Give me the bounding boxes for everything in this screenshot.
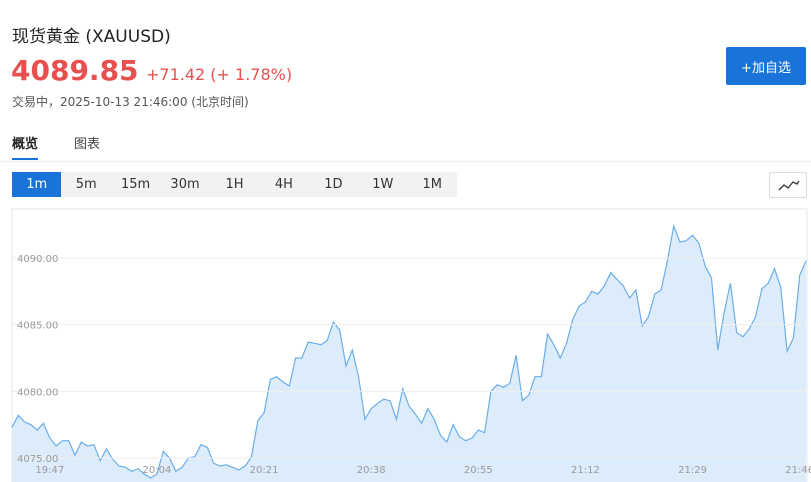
tabs: 概览 图表	[12, 133, 100, 160]
area	[12, 226, 806, 482]
y-tick-label: 4075.00	[17, 454, 58, 465]
y-tick-label: 4090.00	[17, 254, 58, 265]
timeframe-button[interactable]: 1m	[12, 172, 62, 197]
x-tick-label: 19:47	[35, 465, 64, 476]
price: 4089.85	[11, 54, 139, 87]
x-tick-label: 20:38	[357, 465, 386, 476]
timeframe-button[interactable]: 1D	[324, 177, 343, 192]
timeframe-button[interactable]: 30m	[170, 177, 200, 192]
divider	[0, 161, 811, 162]
x-tick-label: 21:46	[785, 465, 811, 476]
chart-icon	[778, 180, 800, 191]
line	[11, 223, 807, 479]
watch-button[interactable]: +加自选	[726, 47, 806, 85]
chart-frame	[11, 208, 808, 482]
timeframes: 1m 5m 15m 30m 1H 4H 1D 1W 1M	[12, 172, 457, 197]
x-tick-label: 20:04	[143, 465, 172, 476]
timeframe-button[interactable]: 1H	[225, 177, 244, 192]
x-tick-label: 20:55	[464, 465, 493, 476]
y-tick-label: 4080.00	[17, 387, 58, 398]
timeframe-button[interactable]: 5m	[75, 177, 97, 192]
timeframe-button[interactable]: 15m	[120, 177, 151, 192]
x-tick-label: 21:12	[571, 465, 600, 476]
chart-type-button[interactable]	[769, 172, 807, 198]
y-tick-label: 4085.00	[17, 321, 58, 332]
status: 交易中，2025-10-13 21:46:00 (北京时间)	[12, 95, 249, 109]
x-tick-label: 21:29	[678, 465, 707, 476]
tab[interactable]: 图表	[74, 137, 101, 152]
price-change: +71.42 (+ 1.78%)	[146, 65, 293, 84]
tab[interactable]: 概览	[12, 133, 39, 160]
timeframe-button[interactable]: 1M	[422, 177, 442, 192]
x-tick-label: 20:21	[250, 465, 279, 476]
timeframe-button[interactable]: 1W	[372, 177, 394, 192]
timeframe-button[interactable]: 4H	[274, 177, 293, 192]
title: 现货黄金 (XAUUSD)	[12, 27, 171, 47]
